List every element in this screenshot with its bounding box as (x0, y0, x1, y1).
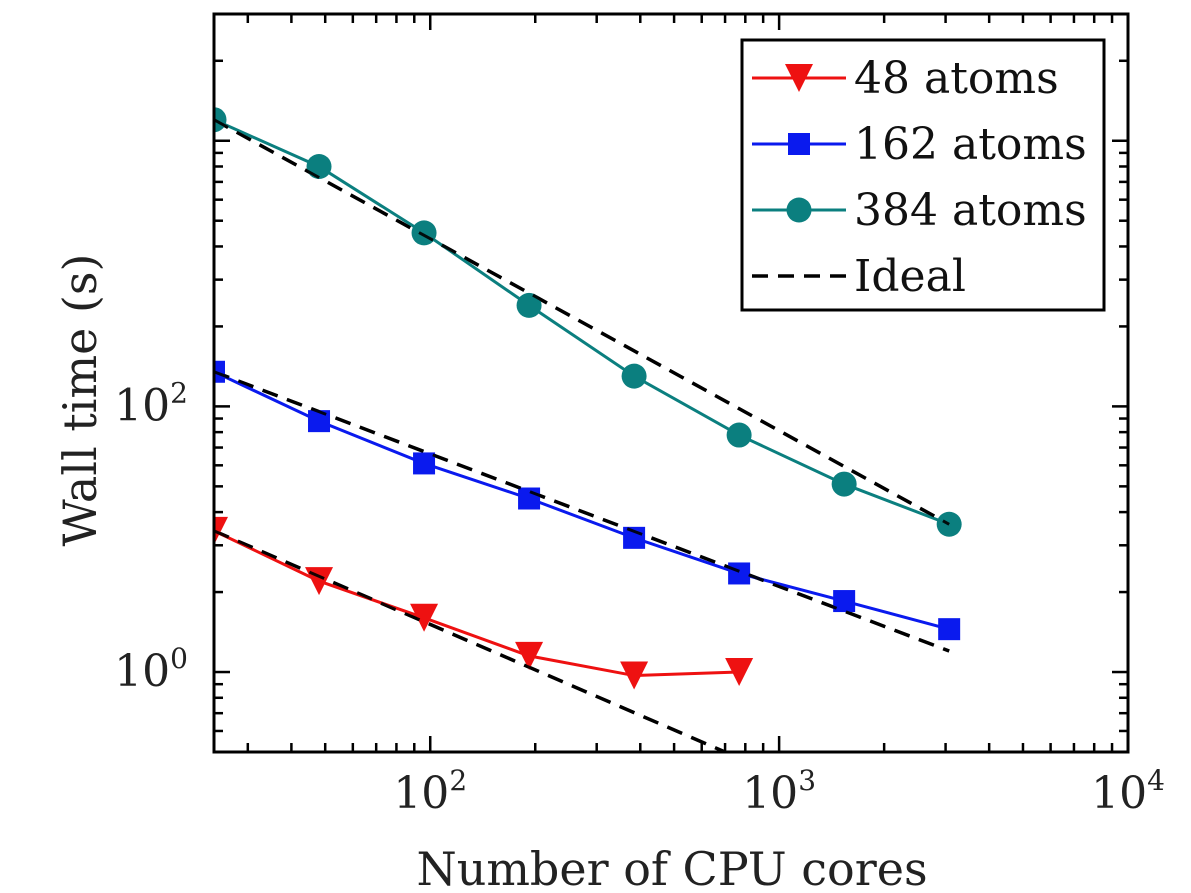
x-tick-label-2: 104 (1091, 764, 1165, 819)
series-line-48-atoms (214, 529, 740, 678)
point-384-atoms-5 (726, 422, 752, 448)
point-48-atoms-3 (515, 641, 544, 670)
ideal-line-overlay-2 (214, 118, 950, 526)
point-384-atoms-4 (621, 363, 647, 389)
series-line-384-atoms (214, 118, 950, 526)
point-48-atoms-5 (725, 658, 754, 687)
point-384-atoms-1 (306, 153, 332, 179)
legend-marker-162-atoms (788, 133, 810, 155)
legend-label-162-atoms: 162 atoms (854, 119, 1087, 170)
legend-label-ideal: Ideal (854, 251, 966, 302)
point-162-atoms-5 (728, 562, 751, 585)
legend: 48 atoms 162 atoms 384 atoms Ideal (740, 38, 1106, 312)
y-axis-title: Wall time (s) (53, 254, 107, 547)
x-tick-label-0: 102 (393, 764, 467, 819)
point-162-atoms-6 (833, 590, 856, 613)
ideal-line-overlay-0 (214, 529, 726, 752)
plot-content (214, 107, 962, 752)
point-162-atoms-2 (413, 452, 436, 475)
point-162-atoms-1 (308, 410, 331, 433)
point-48-atoms-2 (410, 603, 439, 632)
x-tick-label-1: 103 (742, 764, 816, 819)
ideal-line-overlay-1 (214, 370, 950, 653)
legend-marker-48-atoms (785, 64, 813, 92)
plot-frame (212, 12, 1130, 754)
y-tick-label-1: 102 (114, 376, 188, 431)
point-384-atoms-2 (411, 220, 437, 246)
point-48-atoms-1 (305, 567, 334, 596)
point-162-atoms-0 (214, 360, 225, 383)
point-162-atoms-7 (938, 618, 961, 641)
legend-box (740, 38, 1106, 312)
y-tick-label-0: 100 (114, 642, 188, 697)
legend-label-48-atoms: 48 atoms (854, 53, 1059, 104)
axes-layer: 102 103 104 100 102 (114, 12, 1165, 819)
x-axis-title: Number of CPU cores (416, 842, 927, 893)
point-384-atoms-3 (516, 292, 542, 318)
point-48-atoms-4 (620, 661, 649, 690)
legend-marker-384-atoms (786, 197, 812, 223)
point-48-atoms-0 (214, 516, 228, 545)
point-384-atoms-6 (831, 471, 857, 497)
series-line-162-atoms (214, 370, 950, 631)
point-162-atoms-3 (518, 487, 541, 510)
plot-layer (214, 107, 962, 752)
legend-label-384-atoms: 384 atoms (854, 185, 1087, 236)
